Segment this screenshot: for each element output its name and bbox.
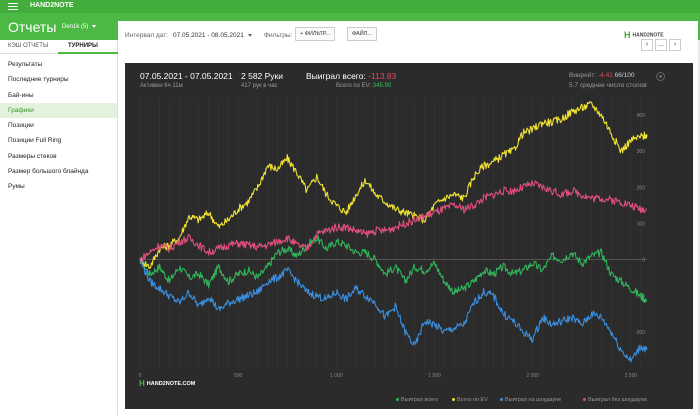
legend-dot: [396, 398, 399, 402]
legend-label: Всего по EV: [457, 397, 488, 403]
y-tick-label: 400: [637, 113, 646, 119]
user-selector[interactable]: Den1k (5): [62, 24, 97, 30]
legend-label: Выиграл без шоудауна: [588, 397, 647, 403]
more-button[interactable]: ...: [655, 39, 667, 51]
hands-count: 2 582 Руки: [241, 71, 284, 81]
ev-total: Всего по EV: 345.90: [336, 83, 391, 89]
x-tick-label: 1 500: [428, 373, 441, 379]
won-total-label: Выиграл всего:: [306, 71, 366, 81]
panel-brand-text: HAND2NOTE.COM: [146, 380, 196, 387]
legend-dot: [583, 398, 586, 402]
winrate-suffix: 66/100: [614, 72, 635, 79]
sidebar-item-positions[interactable]: Позиции: [8, 122, 34, 130]
date-interval-selector[interactable]: 07.05.2021 - 08.05.2021: [173, 32, 252, 39]
ev-total-value: 345.90: [372, 83, 392, 89]
logo-h-icon: H: [624, 30, 631, 40]
filter-bar: Интервал дат: 07.05.2021 - 08.05.2021 Фи…: [118, 27, 698, 43]
main-content: Интервал дат: 07.05.2021 - 08.05.2021 Фи…: [118, 21, 698, 415]
plus-icon: +: [300, 31, 305, 37]
interval-label: Интервал дат:: [125, 32, 169, 39]
x-tick-label: 2 000: [526, 373, 539, 379]
tab-tournaments[interactable]: ТУРНИРЫ: [68, 43, 98, 49]
x-tick-label: 2 500: [625, 373, 638, 379]
sidebar-item-graphs[interactable]: Графики: [0, 102, 117, 119]
logo-h-icon: H: [139, 379, 145, 388]
legend-dot: [500, 398, 503, 402]
y-tick-label: 200: [637, 185, 646, 191]
x-tick-label: 1 000: [330, 373, 343, 379]
legend-label: Выиграл всего: [401, 397, 439, 403]
next-button[interactable]: ›: [669, 39, 681, 51]
won-total-value: -113.83: [368, 71, 397, 81]
ev-total-label: Всего по EV:: [336, 83, 372, 89]
legend-item-won-total: Выиграл всего: [396, 397, 438, 403]
series-line-1: [139, 235, 648, 304]
sidebar-item-stack-sizes[interactable]: Размеры стеков: [8, 152, 57, 160]
panel-brand: H HAND2NOTE.COM: [139, 379, 195, 388]
user-name: Den1k (5): [62, 24, 89, 30]
date-range: 07.05.2021 - 07.05.2021: [140, 71, 233, 81]
sidebar-item-results[interactable]: Результаты: [8, 61, 43, 68]
avg-tables: 5.7 среднее число столов: [569, 82, 647, 89]
legend-item-ev: Всего по EV: [452, 397, 488, 403]
chevron-down-icon: [92, 24, 97, 28]
brand-name: HAND2NOTE: [632, 32, 664, 39]
y-tick-label: -200: [635, 330, 645, 336]
filter-button-label: ФИЛЬТР...: [304, 31, 331, 37]
page-title: Отчеты: [8, 19, 57, 35]
winrate: Винрейт: -4.41 66/100: [569, 72, 635, 79]
tab-cash-reports[interactable]: КЭШ ОТЧЕТЫ: [8, 43, 49, 49]
series-line-4: [139, 180, 648, 262]
prev-button[interactable]: ‹: [641, 39, 653, 51]
file-button[interactable]: ФАЙЛ...: [347, 27, 377, 41]
gear-icon[interactable]: [656, 72, 665, 81]
sidebar-item-rooms[interactable]: Румы: [8, 183, 25, 191]
menu-icon[interactable]: [8, 3, 18, 12]
filter-button[interactable]: + ФИЛЬТР...: [295, 27, 336, 41]
chart-panel: 07.05.2021 - 07.05.2021 Активен 6ч 11м 2…: [125, 63, 693, 409]
active-time: Активен 6ч 11м: [140, 83, 183, 89]
sidebar: КЭШ ОТЧЕТЫ ТУРНИРЫ Результаты Последние …: [0, 40, 118, 415]
x-tick-label: 0: [139, 373, 142, 379]
legend-item-showdown: Выиграл на шоудауне: [500, 397, 561, 403]
date-interval-value: 07.05.2021 - 08.05.2021: [173, 32, 244, 39]
chevron-down-icon: [247, 33, 252, 37]
x-tick-label: 500: [234, 373, 243, 379]
y-tick-label: 100: [637, 221, 646, 227]
y-tick-label: 0: [642, 258, 645, 264]
legend-dot: [452, 398, 455, 402]
sidebar-tabs: КЭШ ОТЧЕТЫ ТУРНИРЫ: [0, 40, 118, 54]
won-total: Выиграл всего: -113.83: [306, 71, 396, 81]
sidebar-item-recent-tournaments[interactable]: Последние турниры: [8, 76, 69, 84]
y-tick-label: 300: [637, 149, 646, 155]
filters-label: Фильтры:: [264, 32, 293, 39]
hands-per-hour: 417 рук в час: [241, 83, 278, 89]
sidebar-item-buyins[interactable]: Бай-ины: [8, 91, 34, 99]
legend-item-no-showdown: Выиграл без шоудауна: [583, 397, 647, 403]
legend-label: Выиграл на шоудауне: [505, 397, 562, 403]
brand-logo: H HAND2NOTE: [624, 30, 664, 40]
sidebar-item-positions-full-ring[interactable]: Позиции Full Ring: [8, 137, 62, 145]
app-name: HAND2NOTE: [30, 2, 74, 9]
winrate-label: Винрейт:: [569, 72, 597, 79]
series-line-2: [139, 101, 648, 270]
sidebar-item-big-blind-size[interactable]: Размер большого блайнда: [8, 168, 89, 176]
series-line-3: [139, 259, 648, 363]
winrate-value: -4.41: [598, 72, 613, 79]
y-tick-label: -100: [635, 294, 645, 300]
title-bar: HAND2NOTE: [0, 0, 700, 13]
active-tab-indicator: [58, 52, 118, 54]
